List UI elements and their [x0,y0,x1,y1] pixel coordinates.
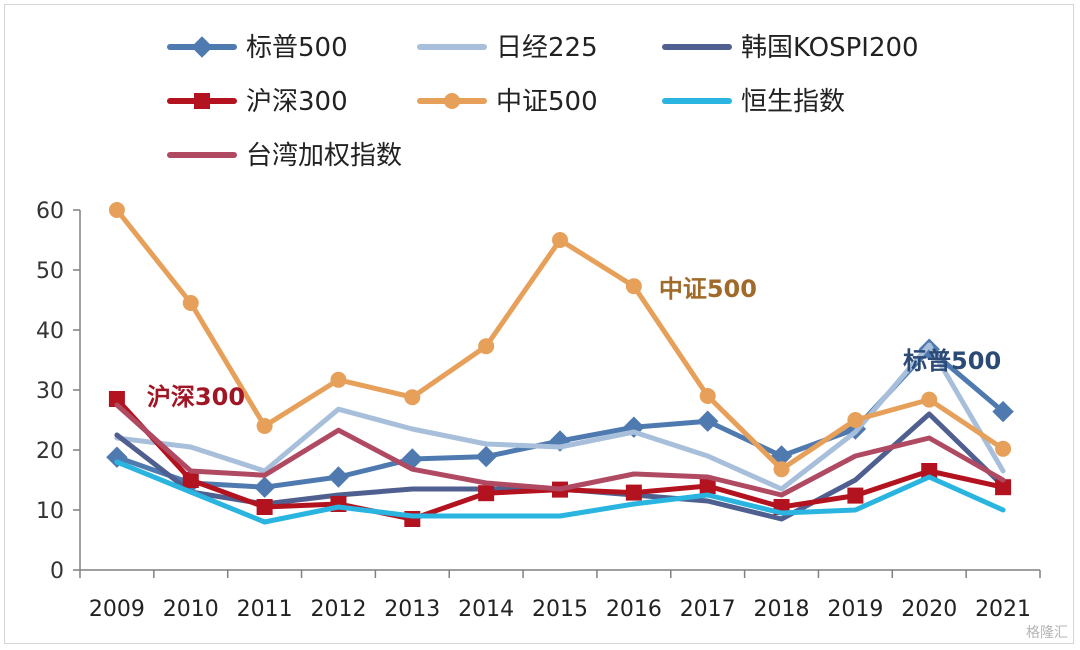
data-point [327,466,350,488]
series-line [114,459,1006,525]
data-point [552,232,568,248]
x-tick-label: 2011 [237,597,293,622]
data-point [478,485,495,502]
x-tick-label: 2017 [680,597,736,622]
y-tick-label: 30 [36,379,64,404]
x-tick-label: 2012 [310,597,366,622]
axes: 0 10 20 30 40 50 60 2009 2010 2011 2012 2013 2014 201… [36,199,1041,622]
data-point [699,478,716,494]
series-5 [114,459,1006,525]
series-4 [108,202,1012,478]
legend-item: 韩国KOSPI200 [662,33,919,63]
data-point [699,388,716,404]
y-tick-label: 60 [36,199,64,224]
data-point [256,418,273,434]
legend-item: 标普500 [167,33,348,63]
data-point [478,338,495,355]
series-1 [114,342,1006,492]
y-tick-label: 20 [36,439,64,464]
data-point [330,371,347,388]
legend-label: 标普500 [246,33,348,63]
data-point [108,391,125,407]
data-point [921,391,938,408]
legend-item: 恒生指数 [662,87,845,117]
legend-label: 韩国KOSPI200 [741,33,919,63]
legend-label: 日经225 [496,33,598,63]
legend-label: 沪深300 [246,87,348,117]
legend-label: 中证500 [496,87,598,117]
x-tick-label: 2018 [754,597,810,622]
watermark: 格隆汇 [1026,625,1068,641]
x-tick-label: 2015 [532,597,588,622]
data-point [404,389,421,406]
x-tick-label: 2014 [458,597,514,622]
data-point [696,410,719,432]
data-point [995,440,1012,457]
data-point [182,295,199,311]
legend-label: 恒生指数 [741,87,845,117]
legend-label: 台湾加权指数 [246,141,402,171]
legend-marker [194,93,210,109]
series-line [114,402,1006,498]
series-layer [106,202,1014,527]
data-point [182,472,199,488]
legend-item: 日经225 [417,33,598,63]
data-point [253,476,276,498]
annotation-label: 标普500 [903,347,1001,375]
data-point [625,278,642,295]
data-point [773,461,790,478]
y-tick-label: 0 [50,559,64,584]
data-point [108,202,125,218]
x-tick-label: 2020 [901,597,957,622]
legend-item: 中证500 [417,87,598,117]
x-tick-label: 2016 [606,597,662,622]
legend-item: 台湾加权指数 [167,141,402,171]
x-tick-label: 2013 [384,597,440,622]
x-tick-label: 2009 [89,597,145,622]
legend-marker [444,93,460,109]
x-tick-label: 2021 [975,597,1031,622]
series-6 [114,402,1006,498]
legend-item: 沪深300 [167,87,348,117]
annotation-label: 中证500 [659,275,757,303]
series-line [114,342,1006,492]
data-point [475,445,497,468]
x-tick-label: 2010 [163,597,219,622]
data-point [847,487,864,504]
annotation-label: 沪深300 [147,383,245,411]
y-tick-label: 50 [36,259,64,284]
legend-marker [191,36,213,58]
data-point [625,484,642,501]
chart-frame [4,4,1074,644]
data-point [847,412,864,428]
x-tick-label: 2019 [827,597,883,622]
data-point [992,400,1014,423]
y-tick-label: 40 [36,319,64,344]
annotations: 中证500 沪深300 标普500 [147,275,1001,411]
data-point [995,479,1012,496]
y-tick-label: 10 [36,499,64,524]
data-point [921,463,938,479]
data-point [256,499,273,515]
